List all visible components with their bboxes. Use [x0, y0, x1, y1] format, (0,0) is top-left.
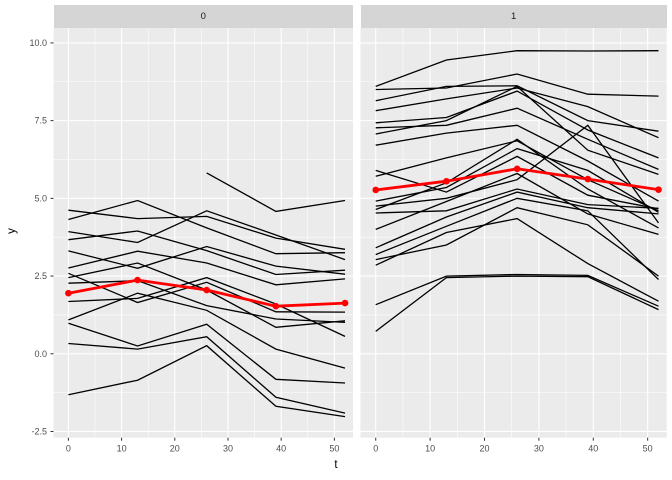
y-tick-label: -2.5 — [31, 426, 47, 436]
mean-point — [655, 186, 662, 193]
mean-point — [372, 186, 380, 194]
trajectory-line — [68, 250, 346, 286]
trajectory-line — [68, 322, 346, 384]
x-tick-label: 50 — [643, 444, 653, 454]
trajectory-line — [206, 172, 346, 213]
trajectory-line — [68, 210, 346, 261]
facet-strip-label: 1 — [510, 10, 517, 22]
trajectory-line — [68, 272, 346, 313]
trajectory-line — [68, 230, 346, 276]
trajectory-line — [375, 87, 659, 139]
mean-point — [65, 289, 72, 297]
x-tick-label: 50 — [329, 444, 339, 454]
trajectory-line — [375, 275, 659, 332]
mean-point — [513, 165, 521, 173]
y-tick-label: 2.5 — [34, 271, 47, 281]
facet-strip-1: 1 — [360, 5, 667, 28]
mean-point — [134, 276, 141, 284]
trajectory-line — [375, 172, 659, 236]
x-tick-label: 40 — [588, 444, 598, 454]
mean-point — [443, 177, 450, 185]
trajectory-line — [375, 191, 659, 249]
trajectory-line — [375, 140, 659, 212]
facet-strip-0: 0 — [53, 5, 353, 28]
mean-point — [203, 286, 211, 294]
trajectory-line — [375, 124, 659, 202]
x-tick-label: 0 — [373, 444, 378, 454]
trajectory-line — [375, 197, 659, 280]
y-tick-label: 10.0 — [29, 38, 47, 48]
trajectory-line — [375, 107, 659, 170]
trajectory-line — [68, 276, 346, 337]
x-tick-label: 40 — [276, 444, 286, 454]
mean-point — [584, 175, 592, 183]
x-tick-label: 10 — [117, 444, 127, 454]
x-tick-label: 0 — [66, 444, 71, 454]
y-axis-title: y — [6, 228, 18, 234]
trajectory-line — [68, 280, 346, 324]
trajectory-line — [68, 292, 346, 369]
x-tick-label: 20 — [170, 444, 180, 454]
x-tick-label: 30 — [534, 444, 544, 454]
trajectory-line — [375, 73, 659, 97]
trajectory-line — [375, 217, 659, 302]
y-tick-label: 5.0 — [34, 193, 47, 203]
trajectory-line — [68, 245, 346, 275]
trajectory-line — [375, 273, 659, 307]
trajectory-line — [68, 336, 346, 414]
trajectory-line — [375, 138, 659, 229]
trajectory-line — [375, 50, 659, 88]
panel-background — [53, 28, 353, 438]
trajectory-line — [375, 188, 659, 214]
facet-strip-label: 0 — [200, 10, 206, 22]
mean-point — [341, 299, 349, 307]
trajectory-line — [68, 209, 346, 250]
trajectory-line — [375, 90, 659, 159]
trajectory-line — [375, 124, 660, 224]
trajectory-line — [375, 207, 659, 277]
y-tick-label: 0.0 — [34, 349, 47, 359]
x-axis-title: t — [334, 459, 338, 471]
x-tick-label: 30 — [223, 444, 233, 454]
x-tick-label: 20 — [479, 444, 489, 454]
y-tick-label: 7.5 — [34, 116, 47, 126]
x-tick-label: 10 — [425, 444, 435, 454]
trajectory-line — [68, 344, 346, 418]
trajectory-line — [68, 199, 346, 255]
mean-point — [272, 302, 280, 310]
